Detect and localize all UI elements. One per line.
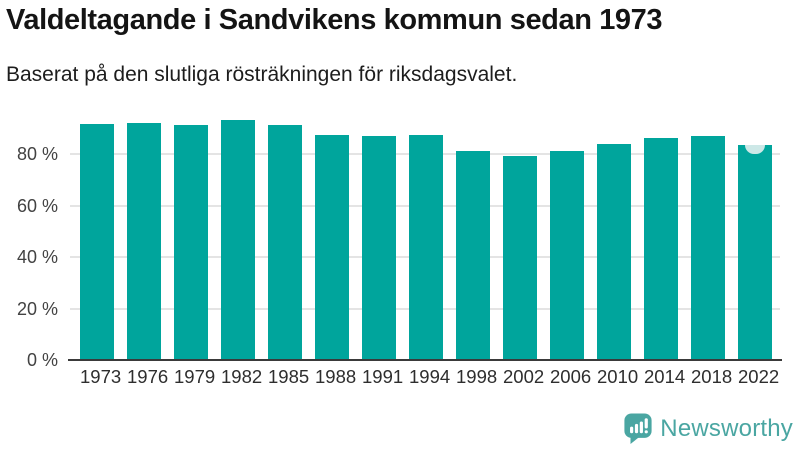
bar-1994 [409, 135, 443, 360]
brand-footer: Newsworthy [623, 412, 793, 445]
bar-top-marker [745, 145, 765, 155]
x-axis-tick-label: 1988 [315, 366, 357, 387]
x-axis-tick-label: 1976 [127, 366, 169, 387]
bar-1982 [221, 120, 255, 360]
bar-2014 [644, 137, 678, 360]
mini-bar-chart-glyph [630, 418, 649, 434]
bar-1991 [362, 135, 396, 360]
bar-1998 [456, 150, 490, 360]
bar-2022 [738, 145, 772, 360]
bars-layer [80, 103, 772, 360]
x-axis-tick-label: 2010 [597, 366, 639, 387]
x-axis-tick-label: 1991 [362, 366, 404, 387]
x-axis-tick-label: 2018 [691, 366, 733, 387]
x-axis-tick-label: 1973 [80, 366, 122, 387]
y-axis-tick-label: 60 % [16, 195, 58, 216]
newsworthy-logo-icon [624, 413, 652, 444]
y-axis-tick-label: 80 % [16, 144, 58, 165]
x-axis-tick-label: 1979 [174, 366, 216, 387]
x-axis-tick-label: 2014 [644, 366, 686, 387]
bar-1976 [127, 122, 161, 360]
y-axis-tick-label: 40 % [16, 247, 58, 268]
chart-subtitle: Baserat på den slutliga rösträkningen fö… [6, 63, 518, 86]
x-axis-tick-label: 2022 [738, 366, 780, 387]
x-axis-tick-label: 1985 [268, 366, 310, 387]
chart-title: Valdeltagande i Sandvikens kommun sedan … [6, 4, 663, 36]
bar-2018 [691, 135, 725, 360]
x-axis-line [68, 359, 782, 361]
y-axis-tick-label: 20 % [16, 298, 58, 319]
y-axis-labels: 0 % 20 % 40 % 60 % 80 % [0, 103, 58, 369]
bar-1979 [174, 124, 208, 360]
x-axis-tick-label: 1994 [409, 366, 451, 387]
x-axis-labels: 1973 1976 1979 1982 1985 1988 1991 1994 1998 2002… [80, 366, 780, 388]
x-axis-tick-label: 1982 [221, 366, 263, 387]
x-axis-tick-label: 1998 [456, 366, 498, 387]
bar-1988 [315, 135, 349, 360]
bar-1985 [268, 124, 302, 360]
bar-1973 [80, 124, 114, 360]
y-axis-tick-label: 0 % [26, 350, 58, 370]
bar-2002 [503, 155, 537, 360]
bar-2010 [597, 144, 631, 360]
x-axis-tick-label: 2006 [550, 366, 592, 387]
plot-area [68, 103, 782, 361]
bar-2006 [550, 151, 584, 360]
brand-name: Newsworthy [660, 414, 793, 442]
x-axis-tick-label: 2002 [503, 366, 545, 387]
